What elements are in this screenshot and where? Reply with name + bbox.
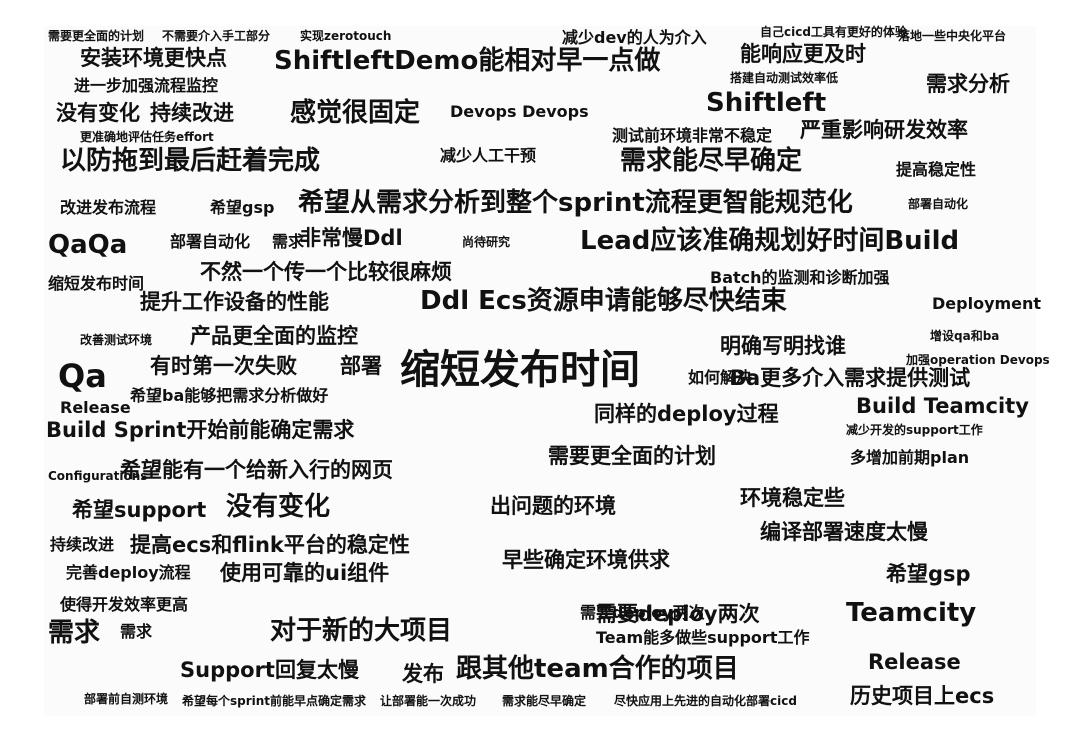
word-cloud-term: Team能多做些support工作 (596, 628, 810, 647)
word-cloud-term: 部署自动化 (908, 197, 969, 211)
word-cloud-term: Devops Devops (450, 102, 589, 121)
word-cloud-term: Batch的监测和诊断加强 (710, 268, 890, 287)
word-cloud-term: 需要deploy两次 (580, 603, 705, 622)
word-cloud-term: 需求能尽早确定 (502, 694, 587, 708)
word-cloud-term: 希望gsp (210, 198, 275, 217)
word-cloud-term: 出问题的环境 (490, 494, 616, 518)
word-cloud-term: 能响应更及时 (740, 42, 866, 66)
word-cloud-term: 以防拖到最后赶着完成 (60, 146, 321, 176)
word-cloud-term: 需求能尽早确定 (620, 146, 803, 176)
word-cloud-term: 缩短发布时间 (48, 274, 145, 293)
word-cloud-term: 落地一些中央化平台 (898, 29, 1007, 43)
word-cloud-term: 希望能有一个给新入行的网页 (120, 458, 393, 482)
word-cloud-term: 严重影响研发效率 (800, 118, 968, 142)
word-cloud-term: 历史项目上ecs (850, 684, 995, 708)
word-cloud-term: 减少dev的人为介入 (562, 28, 707, 47)
word-cloud-term: 早些确定环境供求 (502, 548, 670, 572)
word-cloud-term: 自己cicd工具有更好的体验 (760, 25, 907, 39)
word-cloud-term: 不需要介入手工部分 (162, 29, 271, 43)
word-cloud-term: 持续改进 (50, 535, 115, 554)
word-cloud-term: 改善测试环境 (80, 333, 153, 347)
word-cloud-term: 增设qa和ba (930, 329, 1000, 343)
word-cloud-term: Build Sprint开始前能确定需求 (46, 418, 355, 442)
word-cloud-term: 尚待研究 (462, 235, 511, 249)
word-cloud-term: 提升工作设备的性能 (140, 290, 329, 314)
word-cloud-term: 希望support (72, 498, 207, 522)
word-cloud-term: 如何解决 (688, 368, 753, 387)
word-cloud-term: 测试前环境非常不稳定 (612, 126, 773, 145)
word-cloud-term: 实现zerotouch (300, 29, 392, 43)
word-cloud-term: 安装环境更快点 (80, 46, 227, 70)
word-cloud-term: 需要更全面的计划 (48, 29, 145, 43)
word-cloud-term: ShiftleftDemo能相对早一点做 (274, 46, 661, 76)
word-cloud-term: 需求 (48, 618, 101, 648)
word-cloud-term: 需求 (272, 232, 305, 251)
word-cloud-term: 提高稳定性 (896, 160, 977, 179)
word-cloud-term: 对于新的大项目 (270, 616, 453, 646)
word-cloud-term: 跟其他team合作的项目 (456, 654, 739, 684)
word-cloud-term: 环境稳定些 (740, 486, 845, 510)
word-cloud-term: QaQa (48, 230, 128, 260)
word-cloud-term: 更准确地评估任务effort (80, 130, 214, 144)
word-cloud-term: 减少开发的support工作 (846, 423, 983, 437)
word-cloud-term: Teamcity (846, 598, 977, 628)
word-cloud-term: 需要更全面的计划 (548, 444, 716, 468)
word-cloud-term: 不然一个传一个比较很麻烦 (200, 260, 452, 284)
word-cloud-term: 使得开发效率更高 (60, 595, 189, 614)
word-cloud-term: 希望从需求分析到整个sprint流程更智能规范化 (298, 188, 853, 218)
word-cloud-term: 让部署能一次成功 (380, 694, 477, 708)
word-cloud-background (44, 26, 1036, 716)
word-cloud-term: 部署前自测环境 (84, 692, 169, 706)
word-cloud-term: 感觉很固定 (290, 98, 421, 128)
word-cloud-term: Configurations (48, 469, 148, 483)
word-cloud-term: 使用可靠的ui组件 (220, 561, 390, 585)
word-cloud-term: 需要deploy两次 (596, 602, 760, 626)
word-cloud-term: Shiftleft (706, 88, 827, 118)
word-cloud-term: 减少人工干预 (440, 146, 537, 165)
word-cloud-term: 没有变化 (56, 101, 140, 125)
word-cloud-term: 希望每个sprint前能早点确定需求 (182, 694, 367, 708)
word-cloud-term: 提高ecs和flink平台的稳定性 (130, 533, 410, 557)
word-cloud-term: 希望ba能够把需求分析做好 (130, 386, 329, 405)
word-cloud-term: 同样的deploy过程 (594, 402, 779, 426)
word-cloud-term: Build Teamcity (856, 394, 1029, 418)
word-cloud-term: 改进发布流程 (60, 198, 157, 217)
word-cloud-term: Deployment (932, 294, 1042, 313)
word-cloud-term: 有时第一次失败 (150, 354, 297, 378)
word-cloud-term: 搭建自动测试效率低 (730, 71, 839, 85)
word-cloud-term: 没有变化 (226, 492, 331, 522)
word-cloud-term: 部署 (340, 354, 382, 378)
word-cloud-term: Qa (58, 357, 107, 395)
word-cloud-term: 编译部署速度太慢 (760, 520, 928, 544)
word-cloud-term: Lead应该准确规划好时间Build (580, 226, 960, 256)
word-cloud-term: 希望gsp (886, 562, 971, 586)
word-cloud-term: Support回复太慢 (180, 658, 359, 682)
word-cloud-term: 需求 (120, 622, 153, 641)
word-cloud-term: 非常慢Ddl (300, 226, 403, 250)
word-cloud-term: 明确写明找谁 (720, 334, 846, 358)
word-cloud-term: 发布 (402, 662, 444, 686)
word-cloud-term: 缩短发布时间 (400, 347, 640, 393)
word-cloud-term: 部署自动化 (170, 232, 251, 251)
word-cloud-term: Ddl Ecs资源申请能够尽快结束 (420, 286, 787, 316)
word-cloud-term: Ba更多介入需求提供测试 (730, 366, 971, 390)
word-cloud-term: 产品更全面的监控 (190, 324, 358, 348)
word-cloud-term: 需求分析 (926, 72, 1010, 96)
word-cloud-term: 加强operation Devops (906, 353, 1050, 367)
word-cloud-term: 尽快应用上先进的自动化部署cicd (614, 694, 797, 708)
word-cloud-term: 完善deploy流程 (66, 563, 191, 582)
word-cloud-term: Release (868, 650, 961, 674)
word-cloud-term: 多增加前期plan (850, 448, 970, 467)
word-cloud-term: 持续改进 (150, 101, 234, 125)
word-cloud-term: 进一步加强流程监控 (74, 76, 219, 95)
word-cloud-term: Release (60, 398, 131, 417)
